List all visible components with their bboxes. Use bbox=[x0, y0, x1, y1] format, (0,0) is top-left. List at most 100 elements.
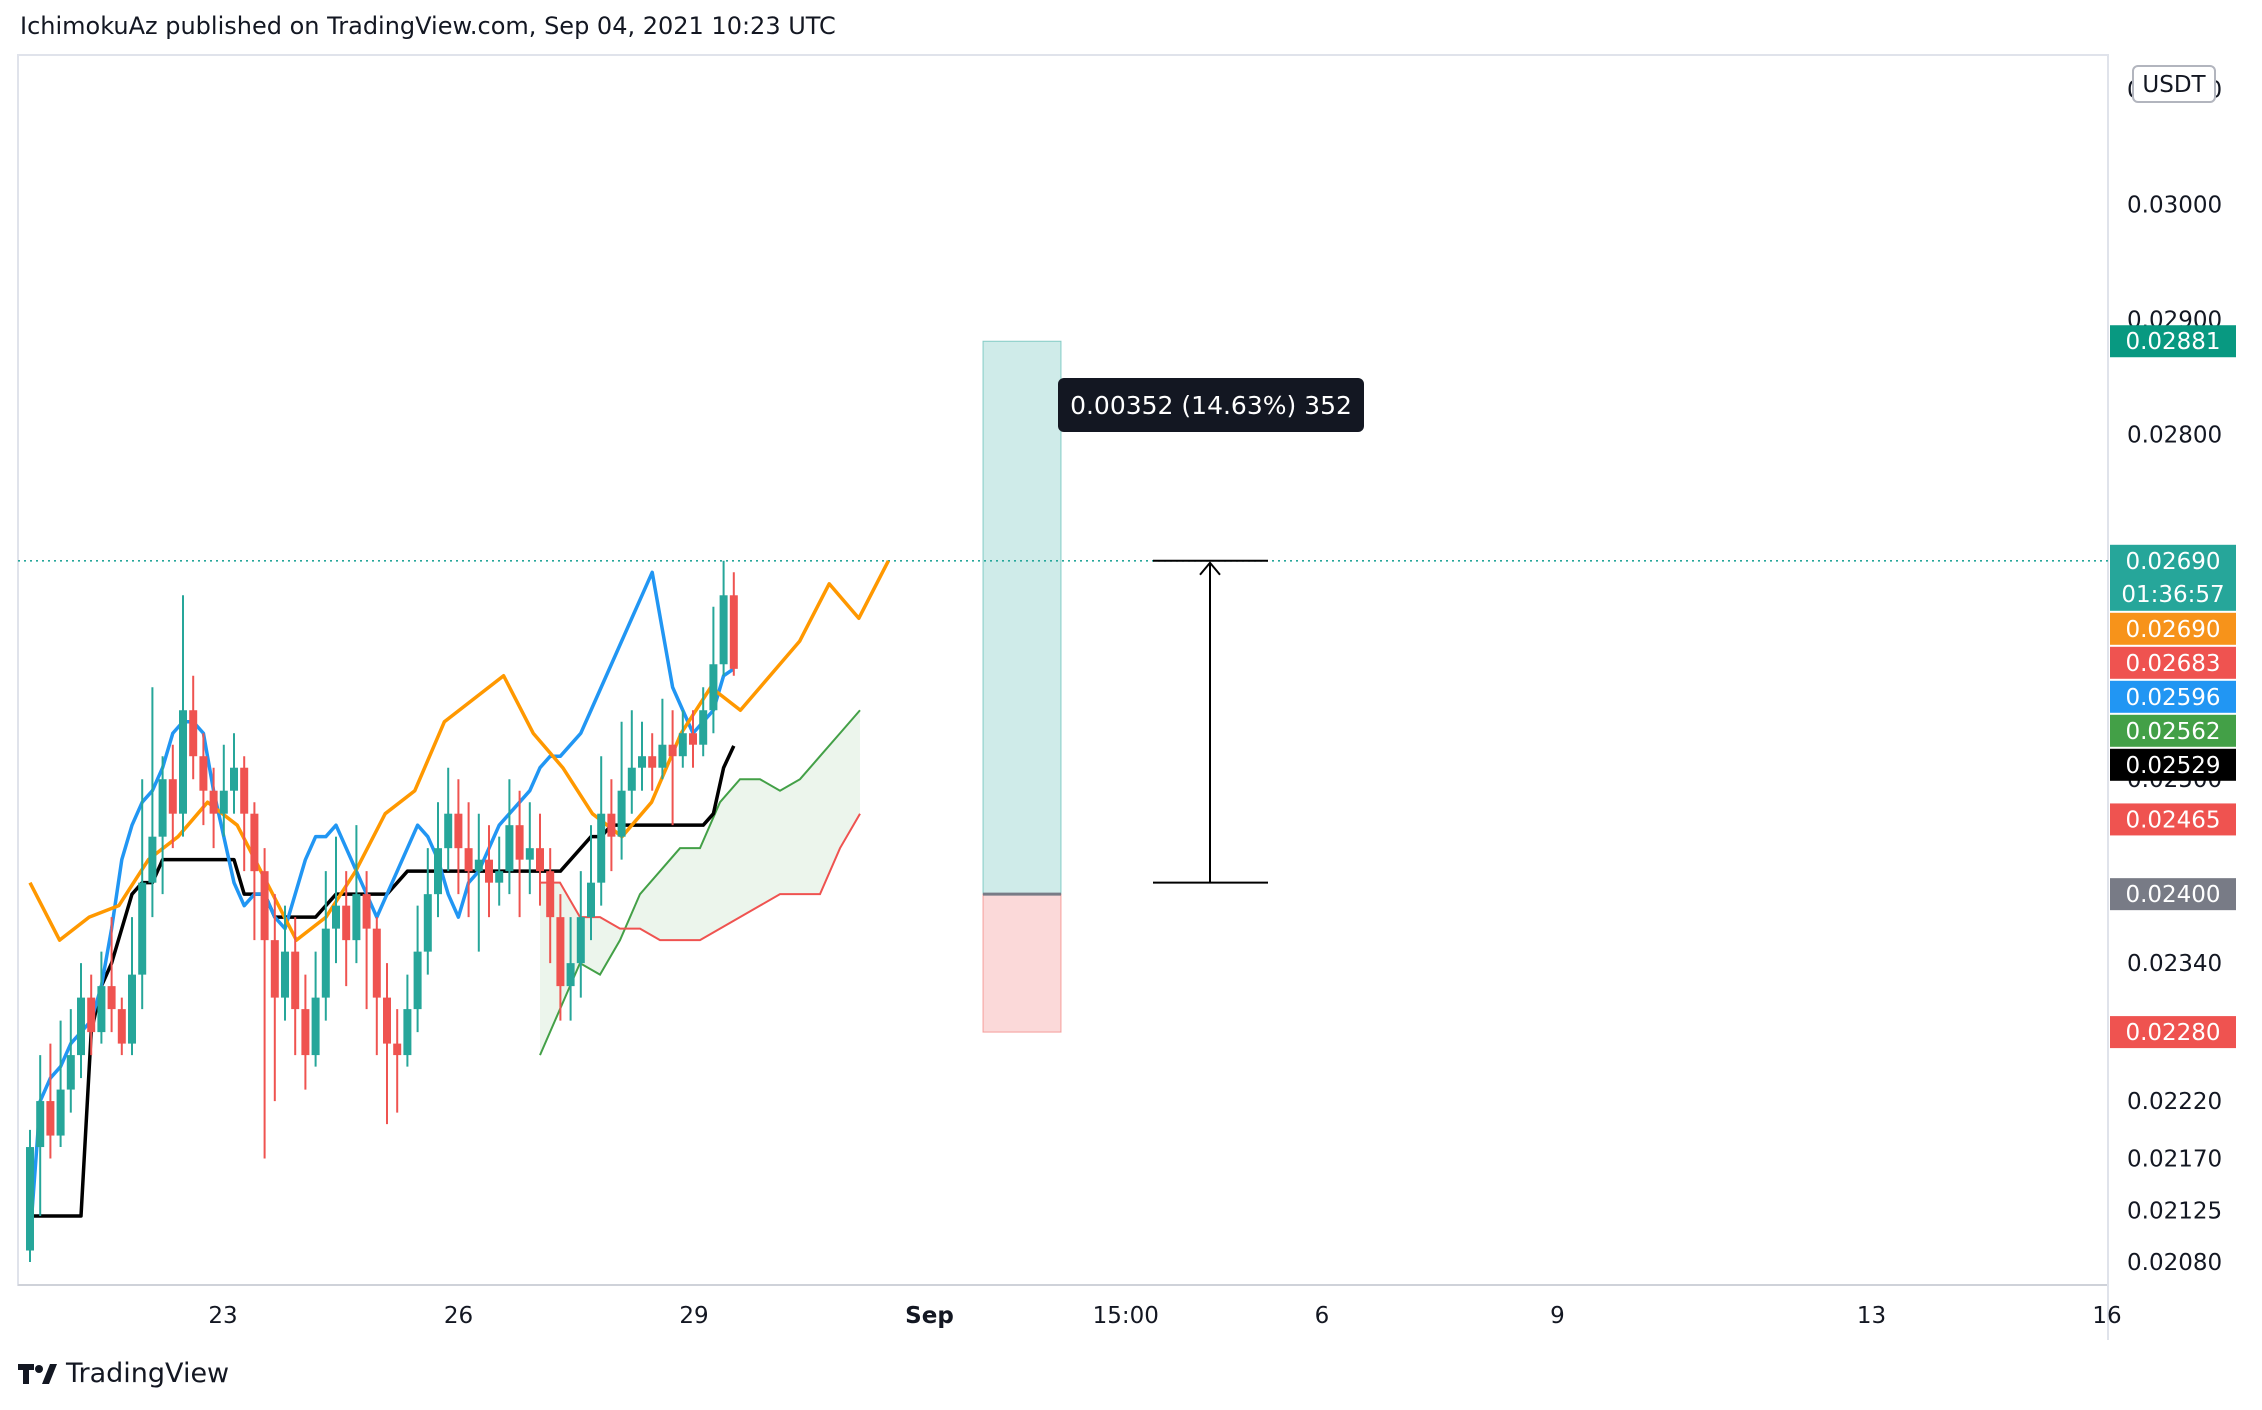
candle bbox=[434, 802, 442, 918]
candle-body bbox=[536, 848, 544, 872]
candle-body bbox=[97, 986, 106, 1033]
candle bbox=[230, 733, 238, 814]
candle bbox=[485, 825, 493, 918]
candle-body bbox=[321, 928, 330, 998]
candle bbox=[311, 951, 320, 1067]
candle-body bbox=[342, 905, 351, 941]
position-profit-zone[interactable] bbox=[982, 340, 1062, 895]
price-tag: 0.02690 01:36:57 bbox=[2110, 544, 2236, 611]
candle bbox=[597, 756, 606, 906]
candle-body bbox=[332, 905, 340, 929]
candle-body bbox=[668, 744, 677, 757]
candle-body bbox=[301, 1009, 310, 1056]
x-axis-tick-label: 13 bbox=[1857, 1303, 1886, 1329]
tradingview-logo-icon bbox=[18, 1363, 57, 1384]
candle bbox=[607, 779, 616, 872]
price-tag-label: 0.02529 bbox=[2125, 753, 2220, 779]
candle-body bbox=[230, 767, 238, 791]
candle bbox=[525, 802, 534, 895]
candle-body bbox=[168, 779, 177, 814]
candle bbox=[36, 1055, 45, 1217]
candle bbox=[454, 779, 463, 895]
candle-body bbox=[729, 595, 738, 669]
currency-badge[interactable] bbox=[2132, 65, 2216, 103]
candle bbox=[566, 917, 575, 1021]
candle bbox=[393, 1009, 402, 1113]
candle bbox=[199, 733, 208, 826]
candle-body bbox=[658, 744, 667, 768]
measure-label-box[interactable] bbox=[1058, 378, 1364, 432]
price-tag: 0.02400 bbox=[2110, 878, 2236, 911]
price-tag: 0.02280 bbox=[2110, 1016, 2236, 1049]
candle bbox=[77, 963, 85, 1079]
currency-label: USDT bbox=[2142, 72, 2206, 98]
candle bbox=[627, 710, 636, 814]
candle-body bbox=[362, 894, 371, 929]
candle bbox=[117, 997, 126, 1056]
candle bbox=[270, 894, 279, 1102]
candle-body bbox=[138, 882, 147, 975]
candle bbox=[291, 917, 300, 1056]
candle-body bbox=[413, 951, 422, 1010]
candle-body bbox=[372, 928, 381, 998]
candle-body bbox=[240, 767, 249, 814]
candle-body bbox=[454, 813, 463, 849]
candle bbox=[464, 802, 473, 918]
candle-body bbox=[128, 974, 136, 1044]
candle-body bbox=[464, 848, 473, 872]
candle-body bbox=[587, 882, 595, 918]
candle bbox=[617, 721, 626, 860]
candle bbox=[66, 1009, 75, 1113]
x-axis-tick-label: 23 bbox=[208, 1303, 237, 1329]
candle bbox=[403, 974, 412, 1067]
candle bbox=[536, 813, 544, 906]
price-tag: 0.02529 bbox=[2110, 748, 2236, 781]
candle-body bbox=[260, 871, 269, 941]
price-tag-box bbox=[2110, 646, 2236, 679]
candle-body bbox=[576, 917, 585, 964]
candle-body bbox=[46, 1101, 55, 1136]
y-axis-tick-label: 0.03000 bbox=[2127, 192, 2222, 218]
price-tag-label: 0.02465 bbox=[2125, 807, 2220, 833]
candle bbox=[638, 721, 646, 791]
candle-body bbox=[56, 1089, 65, 1136]
candle bbox=[587, 825, 595, 941]
candle-body bbox=[179, 710, 187, 814]
candle bbox=[699, 687, 708, 757]
price-tag-box bbox=[2110, 544, 2236, 611]
candle bbox=[546, 848, 555, 964]
candle-body bbox=[474, 859, 483, 872]
candle-body bbox=[525, 848, 534, 860]
candle-body bbox=[209, 790, 218, 814]
candle bbox=[250, 802, 259, 941]
candle bbox=[56, 1020, 65, 1148]
candle-body bbox=[709, 664, 718, 711]
candle-body bbox=[597, 813, 606, 883]
price-tag: 0.02465 bbox=[2110, 803, 2236, 836]
candle bbox=[240, 756, 249, 872]
candle-body bbox=[678, 733, 687, 757]
x-axis-tick-label: 6 bbox=[1315, 1303, 1330, 1329]
candle bbox=[413, 905, 422, 1033]
price-tag-box bbox=[2110, 878, 2236, 911]
price-tag-label: 0.02683 bbox=[2125, 651, 2220, 677]
publish-header: IchimokuAz published on TradingView.com,… bbox=[20, 12, 836, 40]
position-loss-zone[interactable] bbox=[982, 893, 1062, 1033]
tradingview-logo[interactable]: TradingView bbox=[18, 1358, 229, 1389]
candle-body bbox=[148, 836, 157, 883]
y-axis-tick-label: 0.02340 bbox=[2127, 951, 2222, 977]
candle bbox=[26, 1129, 34, 1263]
price-tag-box bbox=[2110, 680, 2236, 713]
candle bbox=[321, 871, 330, 1021]
candle-body bbox=[617, 790, 626, 837]
candle-body bbox=[648, 756, 657, 768]
candle-body bbox=[117, 1009, 126, 1044]
candle bbox=[474, 813, 483, 952]
price-tag: 0.02562 bbox=[2110, 714, 2236, 747]
candle bbox=[729, 572, 738, 676]
candle bbox=[281, 905, 289, 1021]
candle bbox=[648, 733, 657, 791]
x-axis-tick-label: 16 bbox=[2092, 1303, 2121, 1329]
price-tag: 0.02881 bbox=[2110, 325, 2236, 358]
